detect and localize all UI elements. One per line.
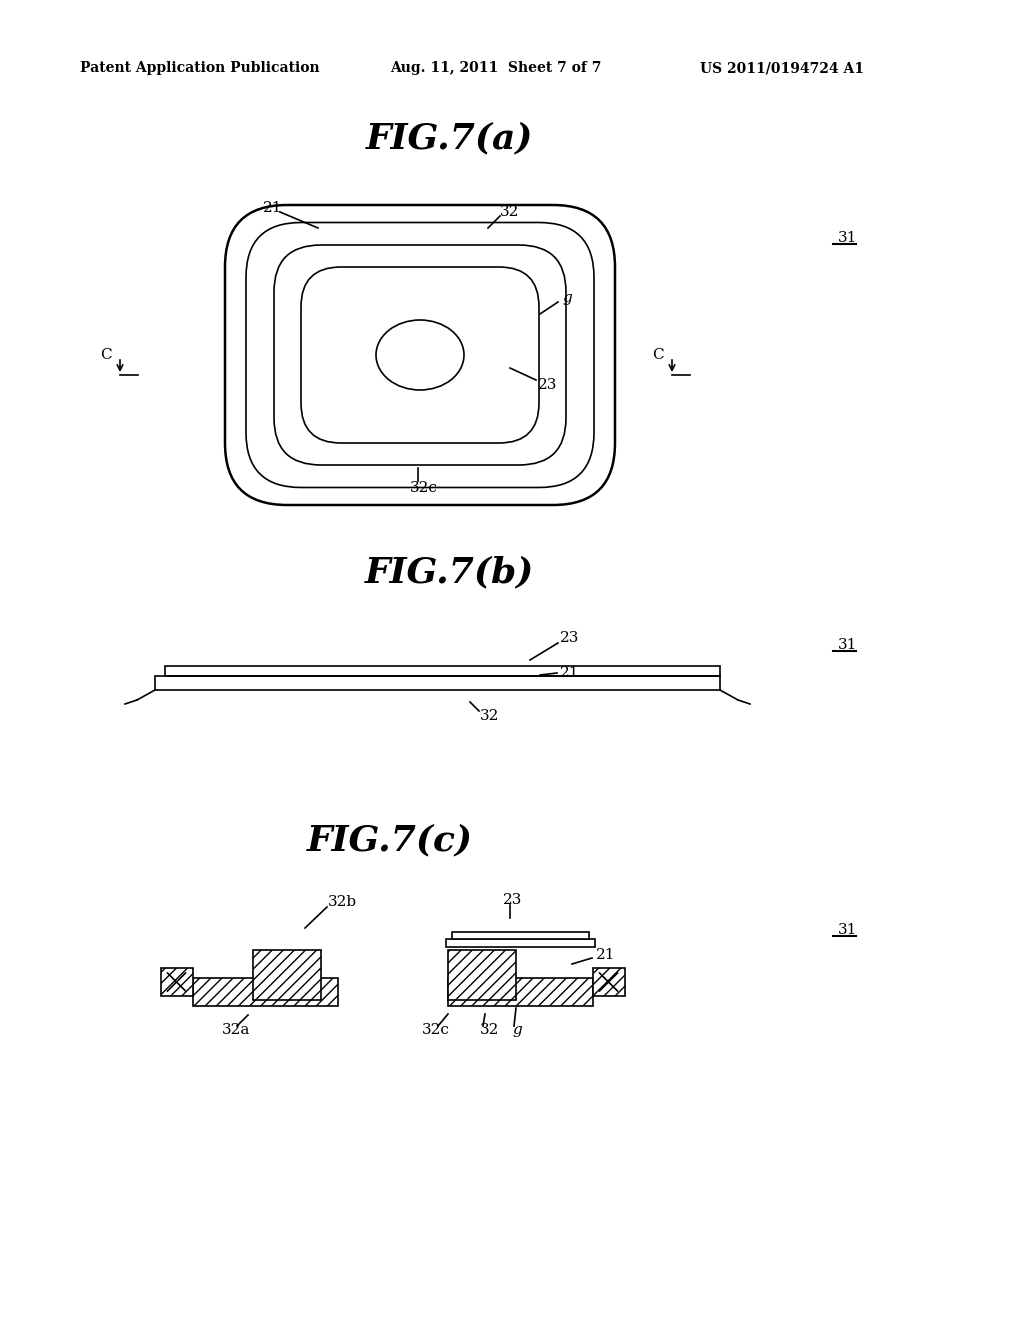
Text: 32: 32	[480, 709, 500, 723]
Bar	[155, 676, 720, 690]
Text: 21: 21	[560, 667, 580, 680]
Text: FIG.7(b): FIG.7(b)	[366, 554, 535, 589]
Text: 32b: 32b	[328, 895, 357, 909]
Text: 32c: 32c	[410, 480, 438, 495]
Text: 32: 32	[500, 205, 519, 219]
Bar	[193, 978, 338, 1006]
Text: Patent Application Publication: Patent Application Publication	[80, 61, 319, 75]
Text: 21: 21	[263, 201, 283, 215]
Text: C: C	[100, 348, 112, 362]
Text: 32a: 32a	[222, 1023, 251, 1038]
Text: g: g	[562, 290, 571, 305]
Bar	[253, 950, 321, 1001]
Text: 31: 31	[838, 638, 857, 652]
Text: FIG.7(a): FIG.7(a)	[367, 121, 534, 154]
Text: 32: 32	[480, 1023, 500, 1038]
Text: Aug. 11, 2011  Sheet 7 of 7: Aug. 11, 2011 Sheet 7 of 7	[390, 61, 601, 75]
Bar	[165, 667, 720, 676]
Text: 23: 23	[560, 631, 580, 645]
Text: 31: 31	[838, 923, 857, 937]
Bar	[161, 968, 193, 997]
Bar	[447, 978, 593, 1006]
Text: 23: 23	[538, 378, 557, 392]
Text: FIG.7(c): FIG.7(c)	[307, 822, 473, 857]
Bar	[447, 950, 515, 1001]
Text: US 2011/0194724 A1: US 2011/0194724 A1	[700, 61, 864, 75]
Bar	[452, 932, 589, 939]
Text: 21: 21	[596, 948, 615, 962]
Text: C: C	[652, 348, 664, 362]
Text: 32c: 32c	[422, 1023, 450, 1038]
Text: 31: 31	[838, 231, 857, 246]
Bar	[593, 968, 625, 997]
Text: g: g	[512, 1023, 522, 1038]
Text: 23: 23	[503, 894, 522, 907]
Bar	[445, 939, 595, 946]
